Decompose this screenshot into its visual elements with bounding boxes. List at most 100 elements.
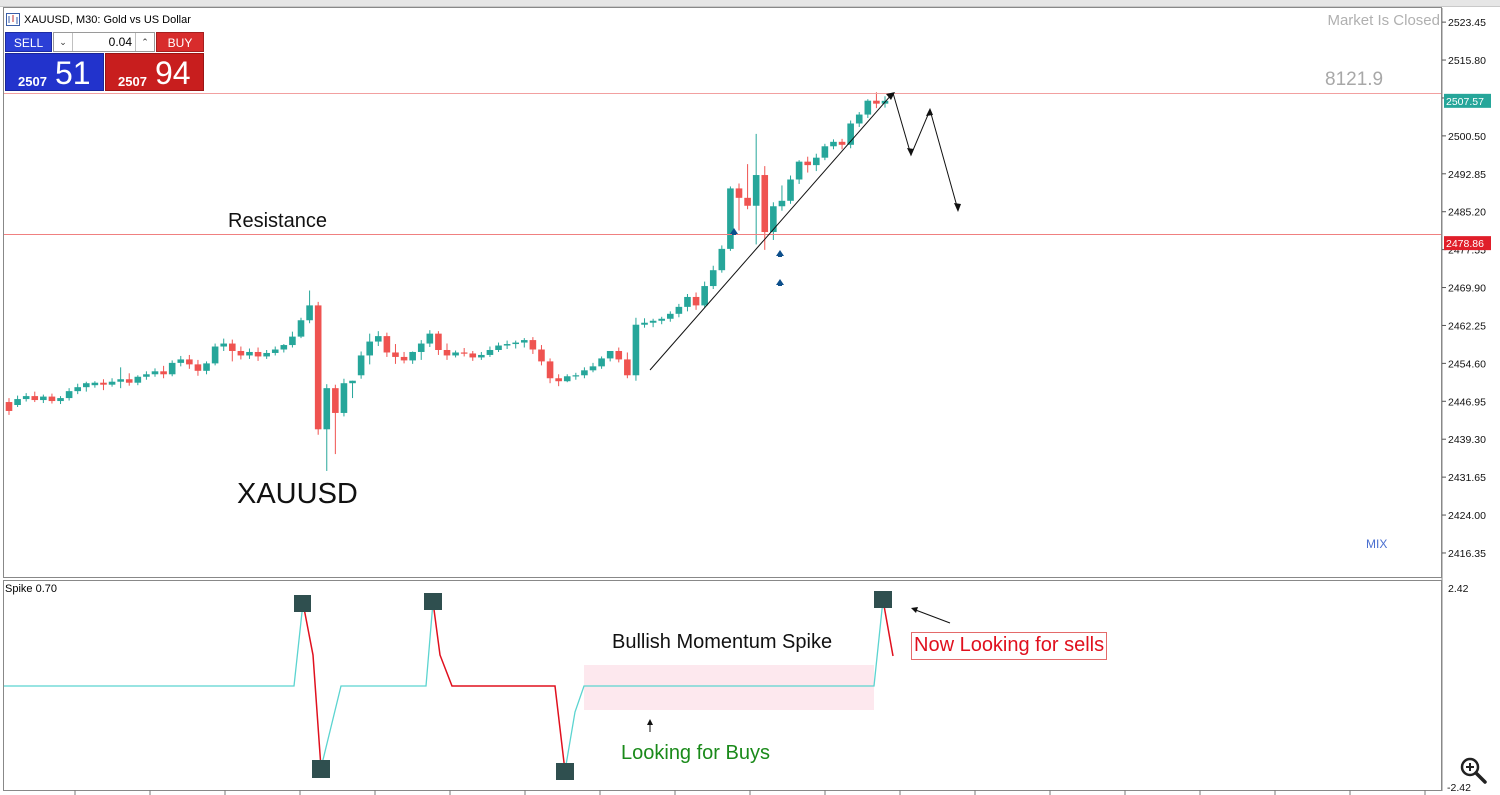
candle-body: [478, 354, 485, 358]
candle-body: [280, 345, 288, 350]
candle-body: [675, 306, 683, 314]
candle-body: [57, 398, 64, 402]
candle-body: [100, 382, 107, 385]
candle-body: [31, 396, 39, 401]
resistance-label: Resistance: [228, 210, 327, 232]
indicator-top-label: 2.42: [1448, 583, 1469, 595]
candle-body: [727, 188, 734, 249]
volume-value[interactable]: 0.04: [108, 35, 132, 49]
buy-arrow-marker: [776, 250, 784, 256]
chart-title: XAUUSD, M30: Gold vs US Dollar: [24, 14, 191, 26]
candle-body: [48, 396, 56, 402]
spike-recover-2: [564, 599, 884, 772]
candle-body: [460, 352, 468, 354]
candle-body: [538, 349, 545, 362]
buys-pointer-head: [647, 719, 653, 725]
buy-arrow-marker-stem: [778, 284, 782, 286]
candle-body: [452, 352, 459, 356]
candle-body: [615, 350, 623, 360]
price-tick-label: 2446.95: [1448, 396, 1486, 408]
price-tick-label: 2439.30: [1448, 434, 1486, 446]
current-price-label: 2507.57: [1446, 96, 1484, 108]
candle-body: [323, 388, 331, 430]
candle-body: [74, 387, 82, 392]
candles-layer: [5, 92, 889, 471]
candle-body: [117, 379, 124, 382]
candle-body: [795, 161, 803, 180]
buy-arrow-marker: [730, 228, 738, 234]
candle-body: [830, 141, 837, 147]
candle-body: [864, 100, 872, 115]
candle-body: [512, 342, 520, 345]
candle-body: [14, 399, 21, 406]
sells-pointer-head: [911, 607, 918, 613]
candle-body: [821, 146, 829, 158]
candle-body: [366, 341, 374, 356]
indicator-bottom-label: -2.42: [1447, 782, 1471, 794]
candle-body: [314, 305, 322, 430]
candle-body: [709, 270, 717, 287]
zoom-in-icon[interactable]: [1459, 756, 1487, 784]
spike-recover-1: [320, 601, 434, 769]
candle-body: [443, 349, 451, 356]
projected-turn-head-2: [926, 108, 933, 116]
buy-price-quote[interactable]: 2507 94: [105, 53, 204, 91]
spike-marker-top-2: [424, 593, 442, 610]
candle-body: [649, 320, 657, 323]
trend-arrowhead: [886, 92, 895, 100]
buys-label: Looking for Buys: [621, 742, 770, 764]
candle-body: [108, 381, 116, 385]
candle-body: [254, 351, 262, 357]
candle-body: [186, 359, 193, 365]
candle-body: [263, 352, 270, 357]
candle-body: [211, 346, 219, 364]
price-tick-label: 2424.00: [1448, 510, 1486, 522]
price-tick-label: 2523.45: [1448, 17, 1486, 29]
candle-body: [735, 188, 743, 198]
candle-body: [237, 350, 245, 356]
candle-body: [357, 355, 365, 376]
chevron-down-icon[interactable]: ⌄: [54, 33, 73, 51]
candle-body: [220, 343, 228, 347]
candle-body: [340, 383, 348, 413]
resistance-price-label: 2478.86: [1446, 238, 1484, 250]
candle-body: [486, 349, 494, 355]
trend-line: [649, 92, 894, 371]
candle-body: [168, 362, 176, 375]
price-axis: 2523.452515.802508.152500.502492.852485.…: [1441, 8, 1491, 794]
buy-button[interactable]: BUY: [156, 32, 204, 52]
candle-body: [435, 333, 442, 350]
price-tick-label: 2485.20: [1448, 207, 1486, 219]
sell-button[interactable]: SELL: [5, 32, 52, 52]
chevron-up-icon[interactable]: ⌃: [135, 33, 154, 51]
sell-price-quote[interactable]: 2507 51: [5, 53, 104, 91]
buy-arrow-marker-stem: [778, 255, 782, 257]
projected-arrowhead: [954, 203, 961, 212]
candle-body: [684, 296, 691, 307]
projected-path: [892, 92, 959, 211]
price-tick-label: 2500.50: [1448, 131, 1486, 143]
candle-body: [426, 333, 434, 344]
candle-body: [701, 286, 708, 306]
candle-body: [606, 350, 614, 359]
candle-body: [838, 141, 846, 145]
buy-price-major: 2507: [118, 74, 147, 89]
candle-body: [417, 343, 425, 352]
candle-body: [194, 364, 202, 371]
candle-body: [520, 340, 528, 343]
buy-price-minor: 94: [155, 55, 191, 91]
candle-body: [246, 351, 253, 356]
spike-marker-bottom-1: [312, 760, 330, 778]
price-tick-label: 2492.85: [1448, 169, 1486, 181]
candle-body: [855, 114, 863, 124]
volume-field[interactable]: ⌄ 0.04 ⌃: [53, 32, 155, 52]
current-price-tag: [1444, 93, 1491, 108]
candle-body: [572, 375, 580, 377]
time-axis: [74, 790, 1426, 795]
candle-body: [469, 353, 477, 358]
candle-body: [306, 305, 313, 321]
candle-body: [581, 370, 588, 376]
momentum-highlight-zone: [584, 665, 874, 710]
candle-body: [529, 340, 537, 350]
candle-body: [770, 206, 777, 233]
